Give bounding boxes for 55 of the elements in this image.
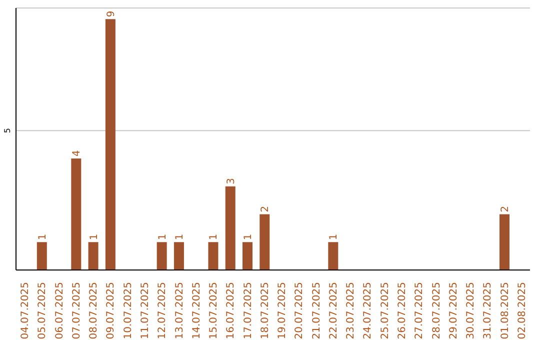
x-tick-label: 20.07.2025 <box>294 282 306 340</box>
x-tick-label: 08.07.2025 <box>88 282 100 340</box>
data-label: 1 <box>157 234 168 240</box>
bar <box>174 242 184 270</box>
bar <box>105 19 116 270</box>
data-label: 2 <box>500 206 512 212</box>
bar <box>36 242 47 270</box>
data-label: 1 <box>208 234 220 240</box>
data-label: 2 <box>260 206 272 212</box>
x-tick-label: 13.07.2025 <box>174 282 186 340</box>
x-tick-label: 31.07.2025 <box>482 282 494 340</box>
x-tick-label: 07.07.2025 <box>71 282 82 340</box>
x-tick-label: 16.07.2025 <box>226 282 237 340</box>
x-tick-label: 18.07.2025 <box>260 282 271 340</box>
x-tick-label: 15.07.2025 <box>208 282 220 340</box>
data-label: 1 <box>243 234 254 240</box>
x-tick-label: 17.07.2025 <box>242 282 254 340</box>
x-tick-label: 28.07.2025 <box>431 282 442 340</box>
x-tick-label: 04.07.2025 <box>20 282 32 340</box>
x-tick-label: 01.08.2025 <box>500 282 511 340</box>
x-tick-label: 19.07.2025 <box>277 282 288 340</box>
x-tick-label: 23.07.2025 <box>346 282 357 340</box>
bar <box>225 186 236 270</box>
x-tick-label: 09.07.2025 <box>106 282 117 340</box>
bar <box>208 242 218 270</box>
x-tick-label: 22.07.2025 <box>328 282 340 340</box>
x-tick-label: 25.07.2025 <box>380 282 391 340</box>
x-tick-label: 27.07.2025 <box>414 282 426 340</box>
x-tick-label: 10.07.2025 <box>122 282 134 340</box>
bar <box>156 242 167 270</box>
x-tick-label: 05.07.2025 <box>37 282 48 340</box>
y-tick-label: 5 <box>3 128 12 134</box>
x-tick-label: 12.07.2025 <box>157 282 168 340</box>
x-tick-label: 14.07.2025 <box>191 282 202 340</box>
x-tick-label: 30.07.2025 <box>466 282 477 340</box>
data-label: 1 <box>88 234 100 240</box>
data-label: 1 <box>328 234 340 240</box>
data-label: 9 <box>106 10 117 18</box>
bar <box>242 242 253 270</box>
bar <box>328 242 338 270</box>
x-tick-label: 29.07.2025 <box>448 282 460 340</box>
x-tick-label: 26.07.2025 <box>397 282 408 340</box>
x-tick-label: 06.07.2025 <box>54 282 66 340</box>
bar <box>260 214 270 270</box>
x-tick-label: 11.07.2025 <box>140 282 151 340</box>
x-tick-label: 21.07.2025 <box>311 282 322 340</box>
x-tick-label: 02.08.2025 <box>516 282 528 340</box>
bar <box>500 214 510 270</box>
data-label: 1 <box>37 234 48 240</box>
data-label: 3 <box>226 178 237 184</box>
x-tick-label: 24.07.2025 <box>362 282 374 340</box>
data-label: 4 <box>72 150 83 157</box>
bar <box>88 242 98 270</box>
bar <box>71 158 82 270</box>
data-label: 1 <box>174 234 186 240</box>
